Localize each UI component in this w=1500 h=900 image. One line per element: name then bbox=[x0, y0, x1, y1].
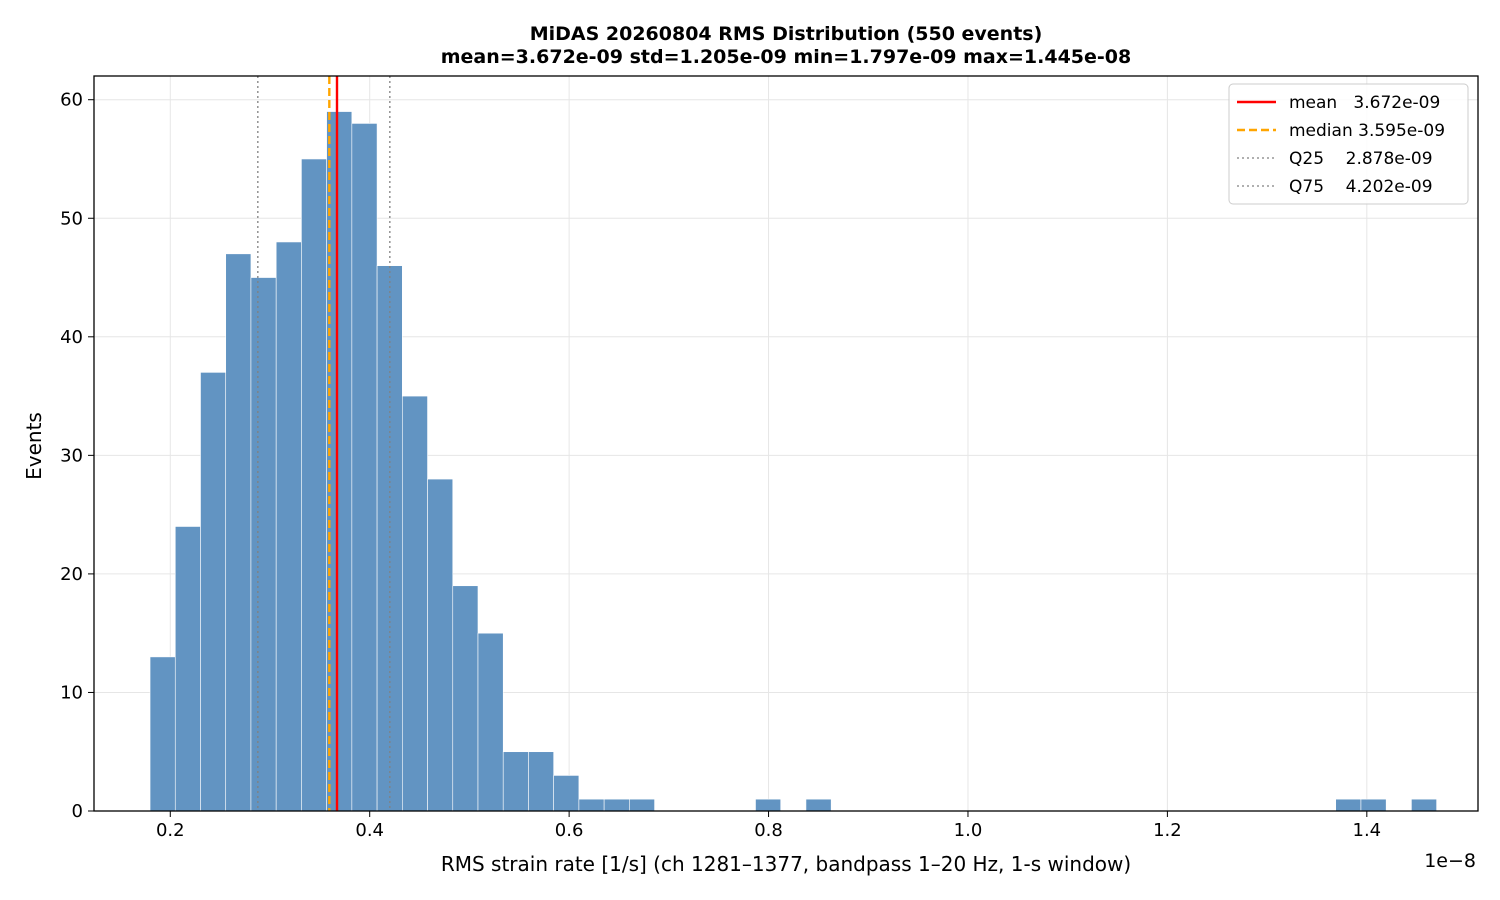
x-tick-label: 0.8 bbox=[754, 820, 783, 841]
histogram-bar bbox=[200, 372, 227, 812]
histogram-bar bbox=[528, 751, 554, 812]
x-axis-offset-label: 1e−8 bbox=[1424, 850, 1476, 872]
histogram-bar bbox=[755, 798, 782, 812]
legend: mean 3.672e-09 median 3.595e-09 Q25 2.878e… bbox=[1228, 83, 1469, 205]
x-tick-label: 1.0 bbox=[954, 820, 983, 841]
x-axis-label: RMS strain rate [1/s] (ch 1281–1377, ban… bbox=[441, 852, 1131, 876]
legend-label: median 3.595e-09 bbox=[1289, 121, 1445, 141]
histogram-bar bbox=[427, 478, 454, 812]
y-tick-label: 60 bbox=[60, 90, 83, 111]
y-tick-label: 30 bbox=[60, 445, 83, 466]
histogram-bar bbox=[1360, 798, 1387, 812]
histogram-bar bbox=[553, 775, 580, 812]
histogram-bar bbox=[452, 585, 479, 812]
histogram-bar bbox=[477, 632, 504, 812]
histogram-bar bbox=[351, 123, 378, 812]
histogram-bar bbox=[250, 277, 277, 812]
axis-ticks: 0.2 0.4 0.6 0.8 1.0 1.2 1.4 0 10 20 30 40 50 60 bbox=[60, 90, 1381, 841]
histogram-bar bbox=[805, 798, 832, 812]
legend-label: Q25 2.878e-09 bbox=[1289, 149, 1433, 169]
y-tick-label: 10 bbox=[60, 682, 83, 703]
x-tick-label: 1.4 bbox=[1353, 820, 1382, 841]
plot-frame bbox=[93, 75, 1479, 812]
legend-label: Q75 4.202e-09 bbox=[1289, 177, 1433, 197]
chart-subtitle: mean=3.672e-09 std=1.205e-09 min=1.797e-… bbox=[441, 46, 1132, 68]
histogram-bar bbox=[402, 395, 428, 812]
histogram-bar bbox=[149, 656, 176, 812]
x-tick-label: 0.4 bbox=[355, 820, 384, 841]
histogram-bars bbox=[149, 111, 1437, 812]
histogram-bar bbox=[301, 158, 327, 812]
histogram-bar bbox=[603, 798, 630, 812]
histogram-bar bbox=[275, 241, 302, 812]
x-tick-label: 1.2 bbox=[1153, 820, 1182, 841]
histogram-bar bbox=[174, 526, 201, 812]
y-axis-label: Events bbox=[22, 412, 46, 480]
reference-lines bbox=[257, 76, 391, 811]
histogram-bar bbox=[502, 751, 529, 812]
y-tick-label: 0 bbox=[72, 801, 83, 822]
histogram-bar bbox=[1335, 798, 1362, 812]
legend-label: mean 3.672e-09 bbox=[1289, 93, 1440, 113]
x-tick-label: 0.6 bbox=[555, 820, 584, 841]
histogram-bar bbox=[629, 798, 655, 812]
histogram-bar bbox=[1411, 798, 1437, 812]
y-tick-label: 50 bbox=[60, 208, 83, 229]
legend-box bbox=[1228, 83, 1469, 205]
y-tick-label: 40 bbox=[60, 327, 83, 348]
histogram-bar bbox=[578, 798, 605, 812]
x-tick-label: 0.2 bbox=[156, 820, 185, 841]
chart-title: MiDAS 20260804 RMS Distribution (550 eve… bbox=[530, 23, 1043, 45]
histogram-bar bbox=[225, 253, 252, 812]
y-tick-label: 20 bbox=[60, 564, 83, 585]
